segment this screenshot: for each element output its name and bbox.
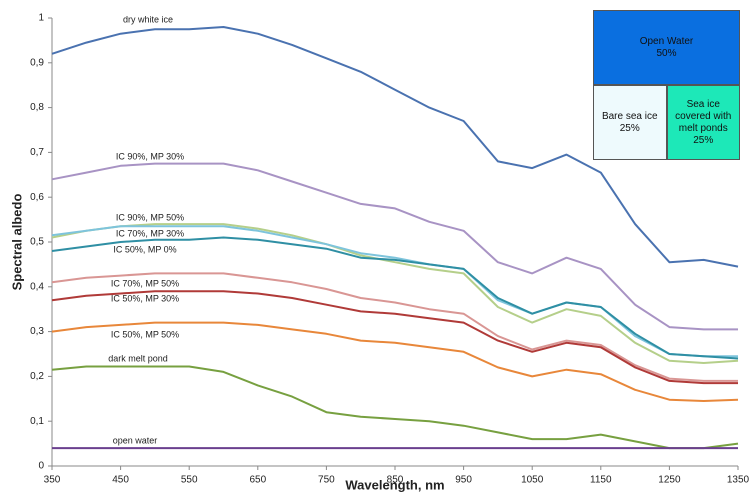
series-line <box>51 26 739 268</box>
inset-value-label: 50% <box>656 47 677 59</box>
series-line <box>51 225 738 358</box>
y-tick-label: 0,4 <box>30 281 44 292</box>
y-tick-label: 0,3 <box>30 326 44 337</box>
x-axis-label: Wavelength, nm <box>345 477 444 492</box>
inset-label: Sea ice covered with melt ponds <box>675 98 732 134</box>
x-tick-label: 1350 <box>727 475 750 486</box>
inset-value-label: 25% <box>693 134 714 146</box>
y-tick-label: 0,2 <box>30 371 44 382</box>
inset-label: Bare sea ice <box>601 110 658 122</box>
x-tick-label: 950 <box>455 475 472 486</box>
series-label: IC 90%, MP 30% <box>116 151 184 161</box>
inset-block: Bare sea ice 25% <box>593 85 667 160</box>
y-axis-label: Spectral albedo <box>9 194 24 291</box>
y-tick-label: 0,1 <box>30 416 44 427</box>
x-tick-label: 750 <box>318 475 335 486</box>
series-line <box>51 290 738 385</box>
inset-block: Sea ice covered with melt ponds 25% <box>666 85 740 160</box>
inset-label: Open Water <box>639 35 694 47</box>
x-tick-label: 1250 <box>658 475 681 486</box>
series-line <box>51 272 738 382</box>
series-label: IC 70%, MP 30% <box>116 228 184 238</box>
series-line <box>51 223 739 364</box>
y-tick-label: 0 <box>38 461 44 472</box>
y-tick-label: 0,9 <box>30 57 44 68</box>
series-label: IC 90%, MP 50% <box>116 212 184 222</box>
x-tick-label: 1150 <box>590 475 612 486</box>
series-line <box>51 236 739 360</box>
series-label: dry white ice <box>123 14 173 24</box>
x-tick-label: 350 <box>44 475 61 486</box>
y-tick-label: 0,7 <box>30 147 44 158</box>
x-tick-label: 450 <box>112 475 129 486</box>
series-line <box>51 321 739 402</box>
x-tick-label: 550 <box>181 475 198 486</box>
x-tick-label: 1050 <box>521 475 544 486</box>
series-label: IC 50%, MP 50% <box>111 329 179 339</box>
inset-value-label: 25% <box>619 122 640 134</box>
x-tick-label: 650 <box>249 475 266 486</box>
y-tick-label: 0,8 <box>30 102 44 113</box>
y-tick-label: 0,5 <box>30 237 44 248</box>
series-line <box>51 365 739 450</box>
y-tick-label: 0,6 <box>30 192 44 203</box>
series-line <box>51 162 738 331</box>
inset-block: Open Water 50% <box>593 10 740 85</box>
series-label: open water <box>113 435 158 445</box>
series-label: IC 70%, MP 50% <box>111 278 179 288</box>
x-tick-label: 850 <box>387 475 404 486</box>
series-label: dark melt pond <box>108 353 168 363</box>
series-label: IC 50%, MP 0% <box>113 244 176 254</box>
series-label: IC 50%, MP 30% <box>111 293 179 303</box>
y-tick-label: 1 <box>38 13 44 24</box>
